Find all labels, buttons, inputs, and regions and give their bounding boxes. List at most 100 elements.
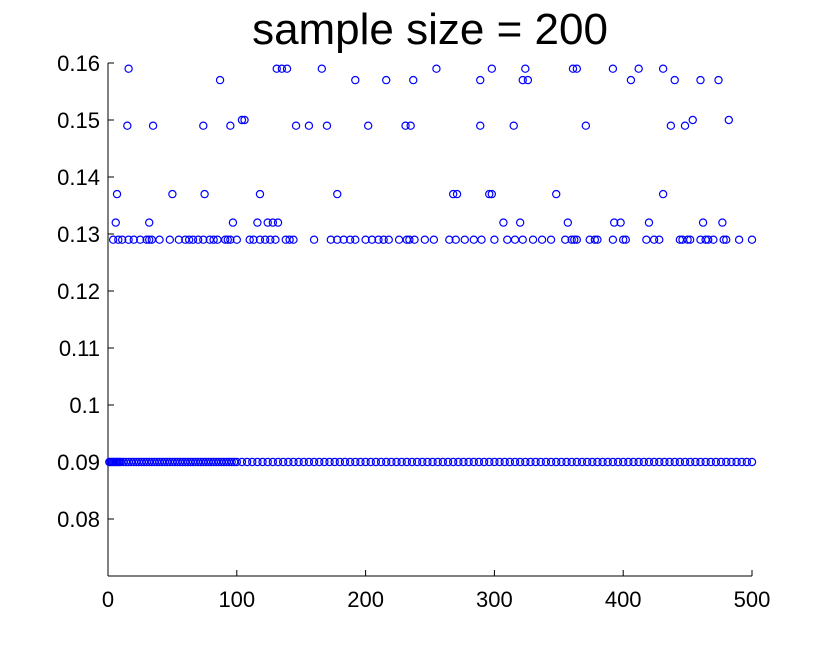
scatter-point — [510, 457, 520, 467]
scatter-point — [443, 457, 453, 467]
scatter-point — [429, 235, 439, 244]
scatter-point — [412, 457, 422, 467]
scatter-point — [432, 64, 441, 73]
scatter-point — [642, 235, 651, 244]
scatter-point — [333, 189, 342, 199]
y-tick-label: 0.14 — [57, 165, 100, 190]
scatter-point — [658, 189, 668, 199]
scatter-point — [232, 235, 241, 244]
scatter-point — [626, 75, 636, 85]
scatter-point — [561, 235, 570, 244]
scatter-point — [199, 235, 208, 244]
scatter-point — [263, 218, 272, 227]
scatter-point — [428, 457, 437, 467]
x-tick-label: 0 — [102, 587, 114, 612]
scatter-point — [711, 457, 721, 467]
scatter-point — [114, 235, 123, 244]
scatter-point — [340, 457, 350, 467]
scatter-point — [268, 218, 278, 227]
scatter-point — [320, 457, 329, 467]
scatter-point — [123, 121, 132, 130]
scatter-point — [598, 457, 607, 467]
scatter-point — [572, 457, 582, 467]
scatter-point — [345, 235, 355, 244]
scatter-point — [479, 457, 489, 467]
scatter-point — [499, 218, 508, 227]
scatter-point — [315, 457, 324, 467]
scatter-point — [351, 75, 360, 85]
scatter-point — [732, 457, 741, 467]
scatter-point — [704, 235, 713, 244]
scatter-point — [518, 75, 527, 85]
scatter-point — [593, 235, 602, 244]
y-tick-label: 0.11 — [59, 336, 100, 361]
scatter-point — [634, 64, 643, 73]
x-tick-label: 300 — [476, 587, 513, 612]
scatter-point — [629, 457, 638, 467]
scatter-point — [260, 235, 270, 244]
scatter-point — [145, 235, 154, 244]
scatter-point — [330, 457, 339, 467]
scatter-point — [670, 457, 679, 467]
scatter-point — [582, 457, 592, 467]
scatter-point — [476, 75, 485, 85]
scatter-point — [747, 235, 757, 244]
scatter-point — [608, 235, 618, 244]
scatter-point — [184, 235, 194, 244]
scatter-point — [317, 64, 327, 73]
scatter-point — [226, 235, 235, 244]
scatter-point — [670, 75, 679, 85]
scatter-point — [271, 235, 280, 244]
x-tick-label: 500 — [734, 587, 771, 612]
y-tick-label: 0.15 — [57, 108, 100, 133]
scatter-point — [570, 235, 579, 244]
scatter-point — [188, 235, 198, 244]
scatter-point — [258, 457, 267, 467]
scatter-point — [273, 218, 283, 227]
scatter-point — [148, 121, 158, 130]
scatter-point — [727, 457, 736, 467]
scatter-point — [536, 457, 545, 467]
scatter-point — [384, 235, 393, 244]
chart-title: sample size = 200 — [252, 5, 608, 54]
scatter-point — [448, 457, 458, 467]
y-tick-label: 0.1 — [69, 393, 100, 418]
scatter-points — [105, 64, 757, 467]
scatter-point — [590, 235, 600, 244]
scatter-point — [515, 218, 525, 227]
scatter-point — [521, 457, 530, 467]
scatter-point — [407, 457, 417, 467]
scatter-point — [581, 121, 591, 130]
scatter-point — [718, 218, 727, 227]
scatter-point — [562, 457, 571, 467]
scatter-point — [459, 457, 468, 467]
scatter-point — [402, 457, 412, 467]
scatter-point — [255, 235, 265, 244]
scatter-point — [485, 457, 494, 467]
scatter-point — [339, 235, 348, 244]
scatter-point — [420, 235, 430, 244]
scatter-point — [363, 121, 373, 130]
scatter-point — [521, 64, 530, 73]
scatter-point — [226, 121, 235, 130]
scatter-point — [500, 457, 509, 467]
scatter-point — [438, 457, 448, 467]
scatter-point — [253, 457, 262, 467]
scatter-point — [423, 457, 432, 467]
scatter-point — [356, 457, 365, 467]
scatter-point — [568, 64, 578, 73]
scatter-point — [655, 457, 664, 467]
scatter-point — [351, 457, 360, 467]
scatter-point — [696, 457, 705, 467]
scatter-point — [490, 235, 499, 244]
scatter-point — [142, 235, 151, 244]
scatter-point — [613, 457, 623, 467]
scatter-point — [680, 121, 690, 130]
scatter-point — [552, 457, 561, 467]
scatter-point — [165, 235, 175, 244]
scatter-point — [660, 457, 669, 467]
scatter-point — [240, 115, 249, 125]
y-tick-label: 0.13 — [57, 222, 100, 247]
scatter-point — [309, 235, 319, 244]
